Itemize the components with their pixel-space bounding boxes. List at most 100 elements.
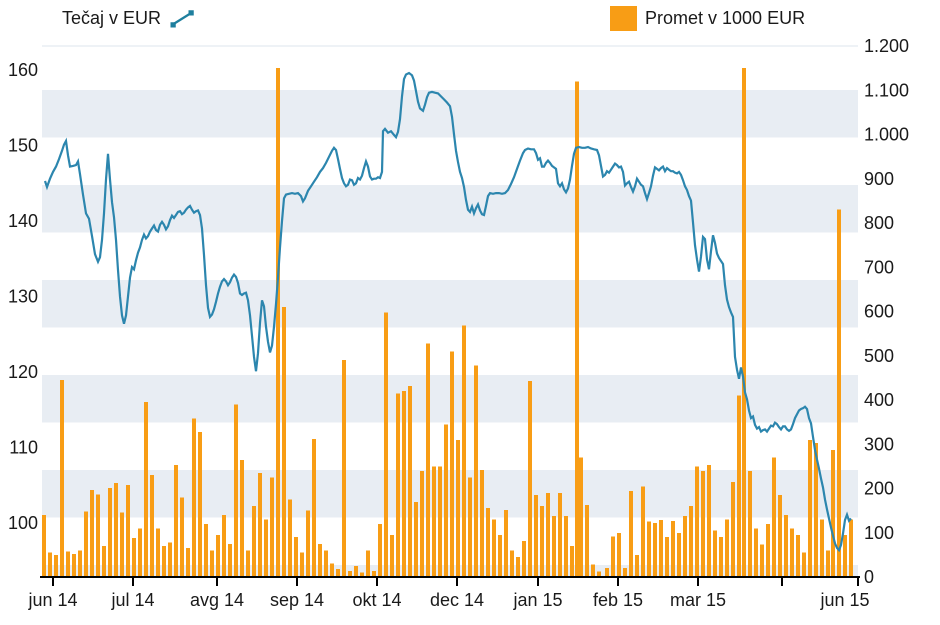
- x-axis-label: dec 14: [430, 590, 484, 610]
- volume-bar: [204, 523, 208, 577]
- volume-bar: [665, 537, 669, 577]
- y-axis-label-right: 0: [864, 567, 874, 587]
- volume-bar: [510, 550, 514, 577]
- volume-bar: [444, 424, 448, 577]
- volume-bar: [258, 473, 262, 577]
- volume-bar: [426, 343, 430, 577]
- y-axis-label-left: 140: [8, 211, 38, 231]
- volume-bar: [174, 465, 178, 577]
- volume-bar: [772, 457, 776, 577]
- volume-bar: [552, 515, 556, 577]
- volume-bar: [432, 466, 436, 577]
- volume-bar: [725, 519, 729, 577]
- volume-bar: [695, 466, 699, 577]
- volume-bar: [647, 521, 651, 577]
- volume-bar: [713, 530, 717, 577]
- volume-bar: [790, 528, 794, 577]
- bar-series-icon: [610, 6, 637, 31]
- volume-bar: [659, 519, 663, 577]
- volume-bar: [677, 532, 681, 577]
- volume-bar: [48, 552, 52, 577]
- volume-bar: [450, 351, 454, 577]
- volume-bar: [150, 475, 154, 577]
- volume-bar: [570, 546, 574, 577]
- y-axis-label-right: 200: [864, 479, 894, 499]
- volume-bar: [591, 564, 595, 577]
- y-axis-label-left: 100: [8, 513, 38, 533]
- volume-bar: [378, 523, 382, 577]
- volume-bar: [222, 515, 226, 577]
- volume-bar: [240, 460, 244, 577]
- legend-volume: Promet v 1000 EUR: [610, 6, 805, 31]
- volume-bar: [629, 491, 633, 577]
- volume-bar: [528, 380, 532, 577]
- volume-bar: [748, 470, 752, 577]
- volume-bar: [96, 494, 100, 577]
- volume-bar: [42, 515, 46, 577]
- volume-bar: [318, 543, 322, 577]
- volume-bar: [162, 546, 166, 577]
- volume-bar: [60, 380, 64, 577]
- volume-bar: [372, 570, 376, 577]
- background-stripe: [42, 90, 858, 138]
- x-axis-label: jul 14: [110, 590, 154, 610]
- y-axis-label-right: 800: [864, 213, 894, 233]
- volume-bar: [784, 515, 788, 577]
- volume-bar: [348, 570, 352, 577]
- volume-bar: [66, 551, 70, 577]
- volume-bar: [420, 470, 424, 577]
- volume-bar: [354, 565, 358, 577]
- volume-bar: [498, 534, 502, 577]
- y-axis-label-left: 150: [8, 136, 38, 156]
- volume-bar: [843, 534, 847, 577]
- volume-bar: [138, 528, 142, 577]
- volume-bar: [701, 470, 705, 577]
- volume-bar: [438, 466, 442, 577]
- volume-bar: [102, 546, 106, 577]
- y-axis-label-right: 600: [864, 302, 894, 322]
- volume-bar: [216, 534, 220, 577]
- volume-bar: [760, 544, 764, 577]
- volume-bar: [689, 506, 693, 577]
- x-axis-label: jun 14: [27, 590, 77, 610]
- volume-bar: [653, 523, 657, 577]
- y-axis-label-right: 500: [864, 346, 894, 366]
- volume-bar: [360, 572, 364, 577]
- y-axis-label-right: 400: [864, 390, 894, 410]
- volume-bar: [468, 477, 472, 577]
- volume-bar: [252, 506, 256, 577]
- price-line: [43, 71, 852, 553]
- volume-bar: [623, 568, 627, 577]
- x-axis-label: avg 14: [190, 590, 244, 610]
- volume-bar: [366, 550, 370, 577]
- y-axis-label-left: 110: [9, 438, 38, 458]
- volume-bar: [144, 402, 148, 577]
- volume-bar: [796, 534, 800, 577]
- background-stripe: [42, 185, 858, 233]
- volume-bar: [671, 521, 675, 577]
- y-axis-label-right: 1.200: [864, 36, 909, 56]
- volume-bar: [808, 439, 812, 577]
- volume-bar: [546, 492, 550, 577]
- volume-bar: [522, 541, 526, 577]
- x-axis-label: jan 15: [512, 590, 562, 610]
- volume-bar: [558, 492, 562, 577]
- volume-bar: [402, 391, 406, 577]
- volume-bar: [849, 519, 853, 577]
- volume-bar: [504, 510, 508, 577]
- volume-bar: [408, 385, 412, 577]
- volume-bar: [78, 550, 82, 577]
- volume-bar: [342, 360, 346, 577]
- line-series-icon: [170, 10, 194, 28]
- volume-bar: [336, 569, 340, 577]
- volume-bar: [330, 563, 334, 577]
- volume-bar: [534, 495, 538, 577]
- volume-bar: [575, 81, 579, 578]
- y-axis-label-right: 700: [864, 257, 894, 277]
- volume-bar: [611, 536, 615, 577]
- volume-bar: [641, 486, 645, 577]
- y-axis-label-left: 120: [8, 362, 38, 382]
- legend-volume-label: Promet v 1000 EUR: [645, 8, 806, 28]
- volume-bar: [474, 365, 478, 577]
- volume-bar: [246, 550, 250, 577]
